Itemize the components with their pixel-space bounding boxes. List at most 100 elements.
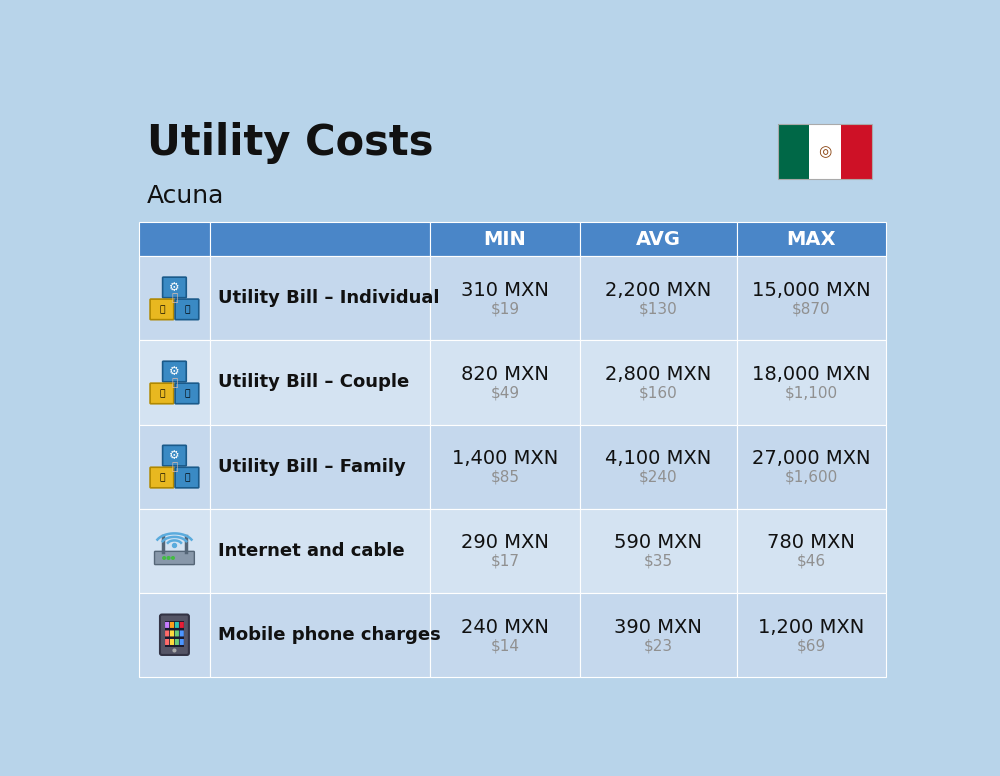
Text: $85: $85: [491, 469, 520, 485]
Bar: [139, 256, 210, 341]
FancyBboxPatch shape: [160, 615, 189, 655]
FancyBboxPatch shape: [175, 467, 199, 488]
Bar: [210, 424, 430, 508]
Bar: [139, 223, 210, 256]
Bar: [430, 424, 580, 508]
Text: $160: $160: [639, 386, 678, 400]
Bar: [737, 223, 886, 256]
Text: $49: $49: [490, 386, 520, 400]
Text: 1,200 MXN: 1,200 MXN: [758, 618, 864, 636]
Text: 👤: 👤: [171, 293, 178, 303]
Text: Utility Bill – Individual: Utility Bill – Individual: [218, 289, 439, 307]
Circle shape: [163, 556, 165, 559]
Circle shape: [172, 649, 176, 653]
Text: Utility Bill – Family: Utility Bill – Family: [218, 458, 405, 476]
Text: $17: $17: [491, 554, 520, 569]
Bar: [737, 424, 886, 508]
Text: 18,000 MXN: 18,000 MXN: [752, 365, 871, 384]
Text: 27,000 MXN: 27,000 MXN: [752, 449, 871, 469]
Text: 1,400 MXN: 1,400 MXN: [452, 449, 558, 469]
Text: Utility Costs: Utility Costs: [147, 123, 433, 165]
Text: Mobile phone charges: Mobile phone charges: [218, 625, 440, 644]
FancyBboxPatch shape: [175, 299, 199, 320]
Bar: [778, 124, 809, 179]
Text: 15,000 MXN: 15,000 MXN: [752, 281, 871, 300]
Bar: [210, 508, 430, 593]
Text: 590 MXN: 590 MXN: [614, 533, 702, 553]
Text: $130: $130: [639, 302, 678, 317]
Text: 2,800 MXN: 2,800 MXN: [605, 365, 711, 384]
Text: 🔌: 🔌: [159, 389, 165, 398]
Text: 240 MXN: 240 MXN: [461, 618, 549, 636]
Bar: [580, 508, 737, 593]
Text: MIN: MIN: [484, 230, 526, 249]
Text: 310 MXN: 310 MXN: [461, 281, 549, 300]
FancyBboxPatch shape: [175, 622, 179, 628]
FancyBboxPatch shape: [170, 639, 174, 645]
Bar: [430, 223, 580, 256]
FancyBboxPatch shape: [180, 622, 184, 628]
Text: 2,200 MXN: 2,200 MXN: [605, 281, 711, 300]
FancyBboxPatch shape: [155, 551, 194, 565]
Bar: [430, 508, 580, 593]
Text: 4,100 MXN: 4,100 MXN: [605, 449, 711, 469]
Bar: [139, 593, 210, 677]
Bar: [165, 622, 184, 647]
Text: AVG: AVG: [636, 230, 681, 249]
Text: 💧: 💧: [184, 305, 190, 314]
Bar: [580, 223, 737, 256]
Bar: [210, 593, 430, 677]
Bar: [580, 424, 737, 508]
Text: $1,100: $1,100: [785, 386, 838, 400]
FancyBboxPatch shape: [163, 445, 186, 466]
FancyBboxPatch shape: [165, 639, 169, 645]
Text: 290 MXN: 290 MXN: [461, 533, 549, 553]
Text: $46: $46: [797, 554, 826, 569]
Bar: [580, 593, 737, 677]
FancyBboxPatch shape: [165, 630, 169, 636]
FancyBboxPatch shape: [180, 639, 184, 645]
FancyBboxPatch shape: [150, 299, 174, 320]
Circle shape: [167, 556, 170, 559]
Text: ⚙: ⚙: [169, 365, 180, 378]
Text: Utility Bill – Couple: Utility Bill – Couple: [218, 373, 409, 391]
Bar: [139, 424, 210, 508]
Text: ⚙: ⚙: [169, 449, 180, 462]
Text: 💧: 💧: [184, 389, 190, 398]
Text: $240: $240: [639, 469, 677, 485]
Bar: [841, 124, 872, 179]
Bar: [210, 341, 430, 424]
Bar: [139, 508, 210, 593]
Bar: [210, 256, 430, 341]
FancyBboxPatch shape: [180, 630, 184, 636]
FancyBboxPatch shape: [175, 639, 179, 645]
FancyBboxPatch shape: [163, 277, 186, 298]
Text: ⚙: ⚙: [169, 281, 180, 294]
FancyBboxPatch shape: [163, 362, 186, 382]
Text: $23: $23: [644, 638, 673, 653]
Bar: [580, 341, 737, 424]
Text: 820 MXN: 820 MXN: [461, 365, 549, 384]
Text: Acuna: Acuna: [147, 184, 224, 208]
Text: $69: $69: [797, 638, 826, 653]
FancyBboxPatch shape: [175, 630, 179, 636]
Text: 🔌: 🔌: [159, 473, 165, 482]
Text: 💧: 💧: [184, 473, 190, 482]
Text: $870: $870: [792, 302, 831, 317]
Bar: [139, 341, 210, 424]
Text: $14: $14: [491, 638, 520, 653]
Bar: [430, 341, 580, 424]
Text: $19: $19: [490, 302, 520, 317]
Text: $35: $35: [644, 554, 673, 569]
Text: 🔌: 🔌: [159, 305, 165, 314]
FancyBboxPatch shape: [170, 622, 174, 628]
Text: ◎: ◎: [818, 144, 831, 159]
Bar: [430, 256, 580, 341]
Text: 390 MXN: 390 MXN: [614, 618, 702, 636]
Bar: [737, 341, 886, 424]
FancyBboxPatch shape: [165, 622, 169, 628]
Bar: [737, 256, 886, 341]
Text: $1,600: $1,600: [785, 469, 838, 485]
Bar: [778, 124, 872, 179]
FancyBboxPatch shape: [170, 630, 174, 636]
